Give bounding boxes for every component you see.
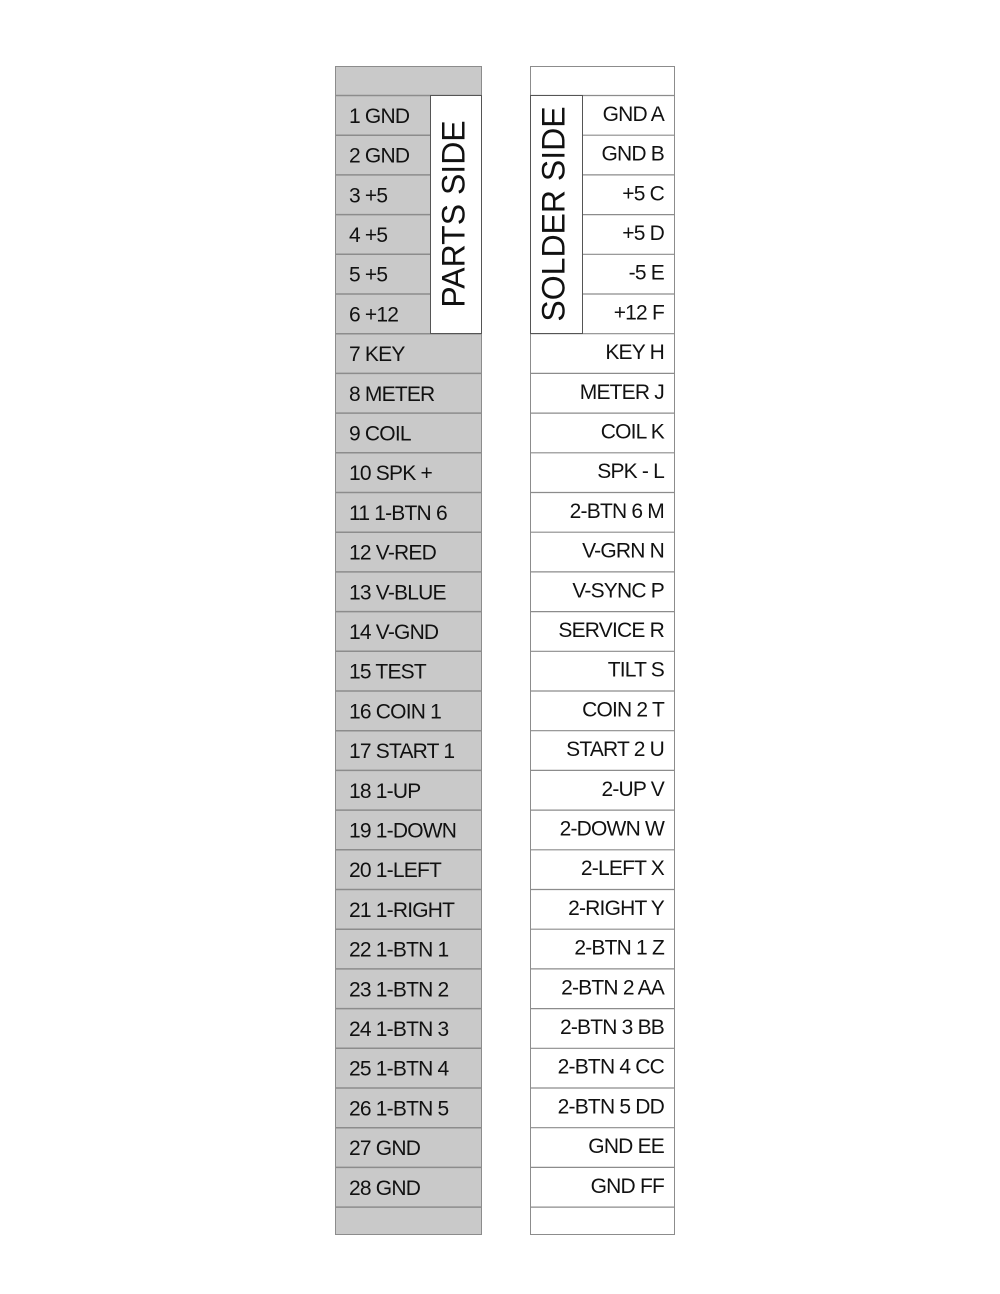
- pin-label: 2-BTN 2 AA: [561, 976, 665, 999]
- pin-label: 27 GND: [349, 1137, 421, 1160]
- pin-label: 23 1-BTN 2: [349, 978, 448, 1001]
- solder-side-label: SOLDER SIDE: [535, 106, 571, 321]
- pin-label: 2-DOWN W: [560, 817, 665, 840]
- pin-label: TILT S: [608, 659, 665, 682]
- pin-label: 12 V-RED: [349, 542, 437, 565]
- pin-label: V-GRN N: [582, 540, 664, 563]
- pin-label: 4 +5: [349, 224, 387, 247]
- pin-label: 1 GND: [349, 105, 410, 128]
- pin-label: 17 START 1: [349, 740, 454, 763]
- pin-label: 25 1-BTN 4: [349, 1058, 449, 1081]
- pin-label: +12 F: [614, 301, 664, 324]
- pin-label: KEY H: [605, 341, 664, 364]
- pin-label: 20 1-LEFT: [349, 859, 442, 882]
- pin-label: 19 1-DOWN: [349, 819, 456, 842]
- pin-label: +5 D: [622, 222, 664, 245]
- pin-label: 21 1-RIGHT: [349, 899, 455, 922]
- pin-label: 6 +12: [349, 303, 398, 326]
- parts-side-label: PARTS SIDE: [435, 120, 471, 307]
- pin-label: 18 1-UP: [349, 780, 420, 803]
- pin-label: +5 C: [622, 182, 664, 205]
- pin-label: V-SYNC P: [572, 579, 664, 602]
- pin-label: GND A: [603, 103, 665, 126]
- pin-label: 2-BTN 6 M: [570, 500, 664, 523]
- pin-label: 15 TEST: [349, 661, 427, 684]
- pin-label: COIL K: [601, 420, 665, 443]
- pin-label: COIN 2 T: [582, 698, 665, 721]
- pin-label: 2-BTN 3 BB: [560, 1016, 664, 1039]
- pin-label: SERVICE R: [558, 619, 664, 642]
- pin-label: 13 V-BLUE: [349, 581, 446, 604]
- pin-label: 3 +5: [349, 184, 387, 207]
- pin-label: 2-LEFT X: [581, 857, 665, 880]
- pin-label: SPK - L: [597, 460, 664, 483]
- pin-label: 5 +5: [349, 264, 387, 287]
- pin-label: 22 1-BTN 1: [349, 939, 448, 962]
- pin-label: 10 SPK +: [349, 462, 432, 485]
- pin-label: 14 V-GND: [349, 621, 439, 644]
- pin-label: 11 1-BTN 6: [349, 502, 447, 525]
- pin-label: 7 KEY: [349, 343, 405, 366]
- pin-label: 2-RIGHT Y: [568, 897, 665, 920]
- pin-label: -5 E: [629, 262, 665, 285]
- pin-label: 2-BTN 4 CC: [558, 1056, 665, 1079]
- pin-label: 28 GND: [349, 1177, 421, 1200]
- pin-label: GND EE: [588, 1135, 665, 1158]
- pin-label: GND FF: [591, 1175, 664, 1198]
- solder-label-box: [530, 95, 583, 334]
- pin-label: 24 1-BTN 3: [349, 1018, 448, 1041]
- pin-label: 2-UP V: [601, 778, 664, 801]
- parts-label-box: [430, 95, 482, 334]
- pin-label: 16 COIN 1: [349, 700, 441, 723]
- pin-label: METER J: [580, 381, 664, 404]
- pin-label: 9 COIL: [349, 422, 411, 445]
- pin-label: 2-BTN 5 DD: [558, 1095, 665, 1118]
- pin-label: 2 GND: [349, 145, 410, 168]
- pin-label: 2-BTN 1 Z: [574, 937, 665, 960]
- pin-label: 26 1-BTN 5: [349, 1097, 448, 1120]
- pin-label: 8 METER: [349, 383, 435, 406]
- pin-label: START 2 U: [566, 738, 664, 761]
- pin-label: GND B: [601, 143, 664, 166]
